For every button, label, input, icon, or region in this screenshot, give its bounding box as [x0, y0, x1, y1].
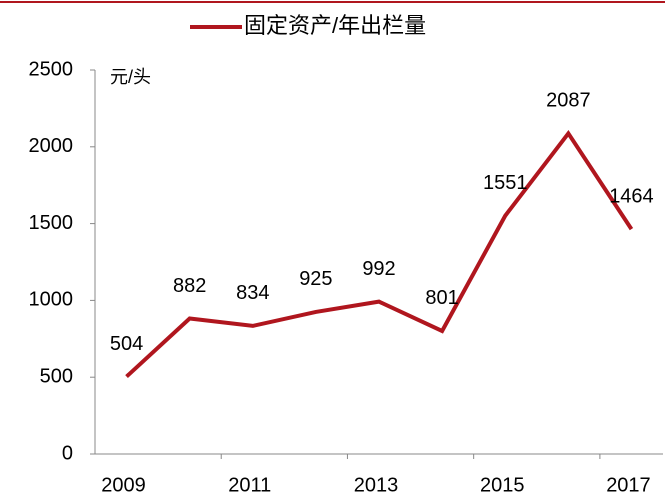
- data-label: 1551: [483, 172, 528, 194]
- y-axis-unit: 元/头: [110, 67, 151, 87]
- y-tick-label: 500: [40, 365, 73, 387]
- y-tick-label: 1500: [29, 212, 74, 234]
- data-label: 1464: [609, 185, 654, 207]
- data-label: 801: [425, 287, 458, 309]
- y-tick-label: 0: [62, 442, 73, 464]
- x-tick-label: 2011: [228, 474, 271, 496]
- legend-label: 固定资产/年出栏量: [244, 13, 426, 38]
- data-label: 882: [173, 275, 206, 297]
- data-label: 834: [236, 282, 269, 304]
- data-label: 925: [299, 268, 332, 290]
- data-label: 992: [362, 258, 395, 280]
- x-tick-label: 2013: [354, 474, 399, 496]
- y-tick-label: 2000: [29, 135, 74, 157]
- x-tick-label: 2009: [101, 474, 146, 496]
- x-tick-label: 2017: [606, 474, 651, 496]
- y-tick-label: 1000: [29, 289, 74, 311]
- y-tick-label: 2500: [29, 58, 74, 80]
- data-label: 504: [110, 333, 143, 355]
- x-tick-label: 2015: [480, 474, 525, 496]
- data-line: [125, 129, 634, 379]
- data-label: 2087: [546, 90, 591, 112]
